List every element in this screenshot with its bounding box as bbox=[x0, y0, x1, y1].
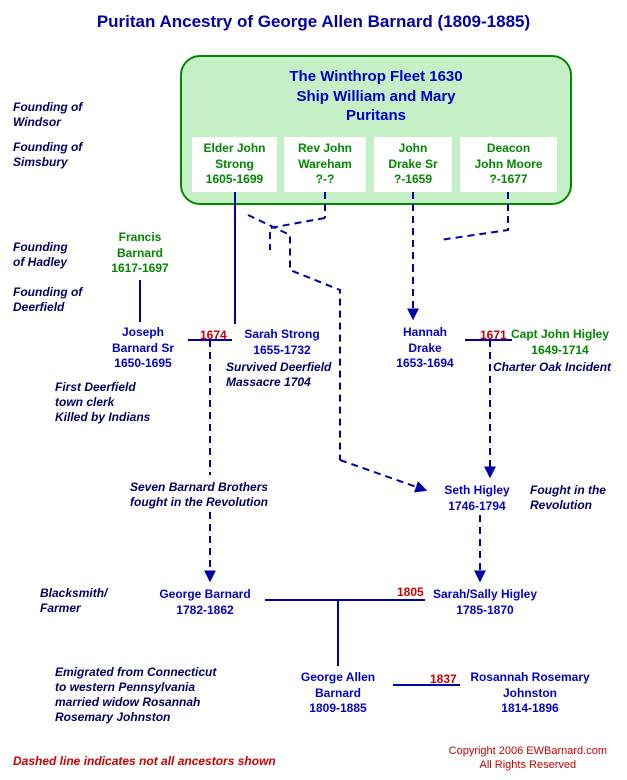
anno-seven-brothers: Seven Barnard Brothers fought in the Rev… bbox=[130, 480, 268, 510]
anno-first-clerk: First Deerfield town clerk Killed by Ind… bbox=[55, 380, 150, 425]
founder-dates: ?-1659 bbox=[394, 172, 432, 186]
person-dates: 1655-1732 bbox=[253, 343, 310, 357]
person-name: Sarah Strong bbox=[244, 327, 319, 341]
person-john-higley: Capt John Higley 1649-1714 bbox=[500, 327, 620, 358]
person-rosannah: Rosannah Rosemary Johnston 1814-1896 bbox=[455, 670, 605, 717]
founder-name: Elder John Strong bbox=[203, 141, 265, 171]
anno-emigrated: Emigrated from Connecticut to western Pe… bbox=[55, 665, 216, 725]
anno-survived: Survived Deerfield Massacre 1704 bbox=[226, 360, 331, 390]
copyright-line: Copyright 2006 EWBarnard.com bbox=[449, 745, 607, 757]
founder-dates: ?-1677 bbox=[489, 172, 527, 186]
fleet-header-line: Ship William and Mary bbox=[296, 88, 455, 105]
anno-charter-oak: Charter Oak Incident bbox=[493, 360, 611, 375]
person-sarah-strong: Sarah Strong 1655-1732 bbox=[232, 327, 332, 358]
fleet-header-line: Puritans bbox=[346, 107, 406, 124]
anno-hadley: Founding of Hadley bbox=[13, 240, 68, 270]
person-seth-higley: Seth Higley 1746-1794 bbox=[432, 483, 522, 514]
fleet-header-line: The Winthrop Fleet 1630 bbox=[289, 68, 462, 85]
founder-dates: 1605-1699 bbox=[206, 172, 263, 186]
person-dates: 1782-1862 bbox=[176, 603, 233, 617]
person-joseph-barnard: Joseph Barnard Sr 1650-1695 bbox=[98, 325, 188, 372]
person-name: Francis Barnard bbox=[117, 230, 163, 260]
marriage-1674: 1674 bbox=[200, 328, 227, 342]
person-dates: 1650-1695 bbox=[114, 356, 171, 370]
person-name: George Allen Barnard bbox=[301, 670, 375, 700]
person-sally-higley: Sarah/Sally Higley 1785-1870 bbox=[420, 587, 550, 618]
person-dates: 1746-1794 bbox=[448, 499, 505, 513]
fleet-header: The Winthrop Fleet 1630 Ship William and… bbox=[182, 57, 570, 132]
founder-name: John Drake Sr bbox=[388, 141, 437, 171]
anno-simsbury: Founding of Simsbury bbox=[13, 140, 82, 170]
copyright: Copyright 2006 EWBarnard.com All Rights … bbox=[449, 744, 607, 773]
anno-deerfield: Founding of Deerfield bbox=[13, 285, 82, 315]
person-george-barnard: George Barnard 1782-1862 bbox=[145, 587, 265, 618]
founder-drake: John Drake Sr ?-1659 bbox=[374, 137, 452, 192]
person-name: George Barnard bbox=[159, 587, 250, 601]
dashed-note: Dashed line indicates not all ancestors … bbox=[13, 754, 276, 768]
copyright-line: All Rights Reserved bbox=[480, 759, 577, 771]
person-name: Hannah Drake bbox=[403, 325, 447, 355]
person-name: Capt John Higley bbox=[511, 327, 609, 341]
person-dates: 1809-1885 bbox=[309, 701, 366, 715]
marriage-1837: 1837 bbox=[430, 672, 457, 686]
person-dates: 1814-1896 bbox=[501, 701, 558, 715]
person-hannah-drake: Hannah Drake 1653-1694 bbox=[385, 325, 465, 372]
person-name: Joseph Barnard Sr bbox=[112, 325, 174, 355]
founder-strong: Elder John Strong 1605-1699 bbox=[192, 137, 277, 192]
anno-fought-rev: Fought in the Revolution bbox=[530, 483, 606, 513]
founder-wareham: Rev John Wareham ?-? bbox=[284, 137, 366, 192]
person-francis-barnard: Francis Barnard 1617-1697 bbox=[100, 230, 180, 277]
person-dates: 1785-1870 bbox=[456, 603, 513, 617]
founder-moore: Deacon John Moore ?-1677 bbox=[460, 137, 557, 192]
page-title: Puritan Ancestry of George Allen Barnard… bbox=[0, 0, 627, 32]
founder-dates: ?-? bbox=[316, 172, 335, 186]
person-dates: 1653-1694 bbox=[396, 356, 453, 370]
person-name: Sarah/Sally Higley bbox=[433, 587, 537, 601]
person-dates: 1617-1697 bbox=[111, 261, 168, 275]
person-name: Rosannah Rosemary Johnston bbox=[470, 670, 589, 700]
anno-blacksmith: Blacksmith/ Farmer bbox=[40, 586, 107, 616]
founder-name: Deacon John Moore bbox=[475, 141, 543, 171]
founder-name: Rev John Wareham bbox=[298, 141, 352, 171]
person-george-allen: George Allen Barnard 1809-1885 bbox=[283, 670, 393, 717]
person-name: Seth Higley bbox=[444, 483, 509, 497]
anno-windsor: Founding of Windsor bbox=[13, 100, 82, 130]
person-dates: 1649-1714 bbox=[531, 343, 588, 357]
